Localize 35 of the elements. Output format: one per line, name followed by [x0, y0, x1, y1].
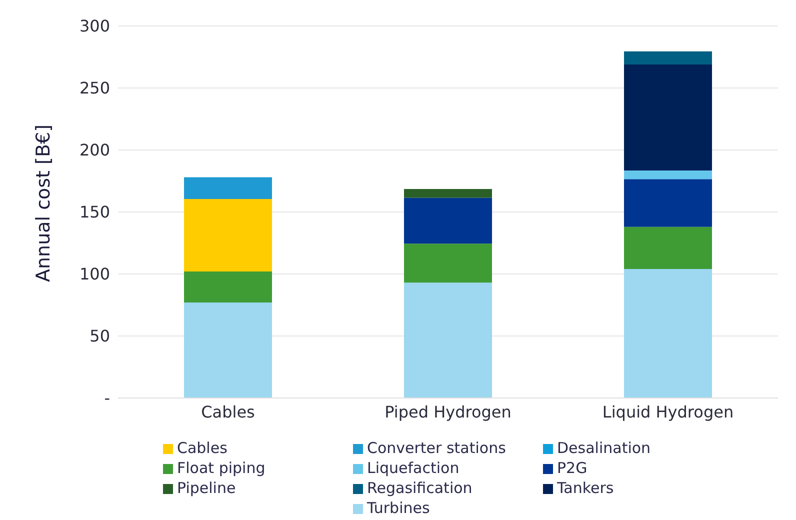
legend-label: Tankers — [557, 479, 614, 497]
y-tick-label: 50 — [90, 326, 110, 346]
legend-label: Liquefaction — [367, 459, 460, 477]
bar — [624, 269, 712, 398]
legend-label: Cables — [177, 439, 228, 457]
legend-label: Regasification — [367, 479, 472, 497]
bar — [184, 272, 272, 303]
legend-label: Float piping — [177, 459, 266, 477]
bar — [404, 198, 492, 244]
x-tick-label: Liquid Hydrogen — [602, 402, 734, 422]
bar — [624, 170, 712, 180]
y-tick-label: 250 — [79, 78, 110, 98]
y-tick-label: 200 — [79, 140, 110, 160]
bar — [184, 302, 272, 398]
bar — [404, 189, 492, 198]
bar — [404, 244, 492, 283]
y-tick-label: - — [104, 388, 110, 408]
legend-label: Turbines — [367, 499, 430, 517]
bar — [184, 198, 272, 272]
y-tick-label: 100 — [79, 264, 110, 284]
legend-label: Desalination — [557, 439, 651, 457]
bar — [624, 64, 712, 170]
y-tick-label: 150 — [79, 202, 110, 222]
bar — [624, 226, 712, 270]
legend-label: Converter stations — [367, 439, 506, 457]
y-tick-label: 300 — [79, 16, 110, 36]
legend-label: Pipeline — [177, 479, 236, 497]
x-tick-label: Cables — [201, 402, 255, 422]
bar — [624, 179, 712, 227]
x-tick-label: Piped Hydrogen — [384, 402, 512, 422]
y-axis-title: Annual cost [B€] — [32, 124, 55, 282]
bar — [184, 177, 272, 199]
bar — [624, 51, 712, 64]
bar — [404, 282, 492, 398]
legend-label: P2G — [557, 459, 588, 477]
